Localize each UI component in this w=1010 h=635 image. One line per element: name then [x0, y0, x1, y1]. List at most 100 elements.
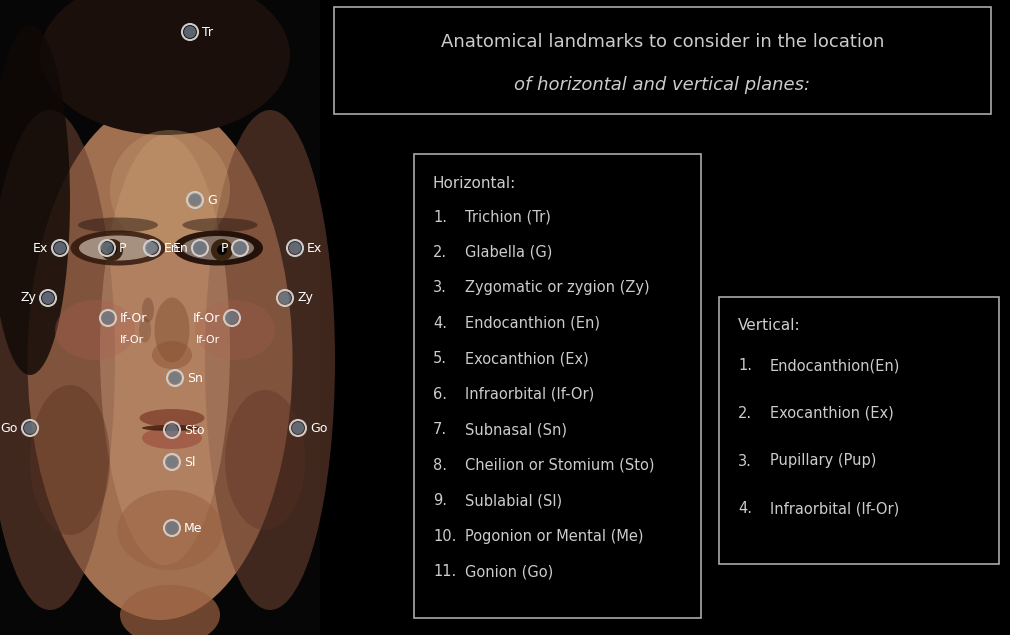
Text: Cheilion or Stomium (Sto): Cheilion or Stomium (Sto) — [465, 458, 654, 472]
Text: 4.: 4. — [433, 316, 447, 331]
Circle shape — [166, 424, 178, 436]
Ellipse shape — [71, 231, 166, 265]
Circle shape — [166, 456, 178, 468]
Ellipse shape — [155, 298, 190, 363]
Ellipse shape — [0, 110, 115, 610]
Text: G: G — [207, 194, 217, 206]
Circle shape — [54, 242, 66, 254]
Ellipse shape — [40, 0, 290, 135]
Circle shape — [217, 245, 227, 255]
Ellipse shape — [225, 390, 305, 530]
Text: 1.: 1. — [433, 210, 447, 225]
Text: Ex: Ex — [307, 241, 322, 255]
Ellipse shape — [55, 300, 135, 360]
Ellipse shape — [195, 300, 275, 360]
Ellipse shape — [100, 135, 230, 565]
Ellipse shape — [135, 65, 156, 77]
Ellipse shape — [203, 69, 223, 81]
Ellipse shape — [184, 66, 204, 78]
Text: 7.: 7. — [433, 422, 447, 438]
Ellipse shape — [165, 64, 185, 76]
Text: Sl: Sl — [184, 455, 196, 469]
Circle shape — [194, 242, 206, 254]
Ellipse shape — [175, 65, 195, 77]
Ellipse shape — [142, 425, 202, 431]
Text: 8.: 8. — [433, 458, 447, 472]
Ellipse shape — [27, 100, 293, 620]
Text: En: En — [173, 241, 188, 255]
Text: Subnasal (Sn): Subnasal (Sn) — [465, 422, 567, 438]
Ellipse shape — [220, 74, 240, 86]
Circle shape — [24, 422, 36, 434]
Circle shape — [146, 242, 158, 254]
Text: Pupillary (Pup): Pupillary (Pup) — [770, 453, 877, 469]
Text: 10.: 10. — [433, 528, 457, 544]
Text: 4.: 4. — [738, 501, 752, 516]
Ellipse shape — [78, 218, 158, 232]
Text: 9.: 9. — [433, 493, 447, 508]
Circle shape — [289, 242, 301, 254]
Text: If-Or: If-Or — [120, 312, 147, 324]
Ellipse shape — [142, 298, 154, 323]
Ellipse shape — [120, 585, 220, 635]
Circle shape — [107, 245, 117, 255]
Text: Exocanthion (Ex): Exocanthion (Ex) — [770, 406, 894, 421]
Text: Glabella (G): Glabella (G) — [465, 245, 552, 260]
Text: Sto: Sto — [184, 424, 204, 436]
Ellipse shape — [116, 67, 136, 79]
Text: Trichion (Tr): Trichion (Tr) — [465, 210, 550, 225]
Circle shape — [42, 292, 54, 304]
Text: Go: Go — [1, 422, 18, 434]
Text: 3.: 3. — [433, 281, 446, 295]
Ellipse shape — [90, 74, 110, 86]
Ellipse shape — [110, 130, 230, 250]
Ellipse shape — [173, 231, 263, 265]
Ellipse shape — [142, 427, 202, 449]
Text: Pogonion or Mental (Me): Pogonion or Mental (Me) — [465, 528, 643, 544]
Circle shape — [101, 242, 113, 254]
Text: Go: Go — [310, 422, 327, 434]
Text: 5.: 5. — [433, 351, 447, 366]
Circle shape — [102, 312, 114, 324]
Ellipse shape — [205, 110, 335, 610]
Ellipse shape — [155, 64, 175, 76]
Text: Vertical:: Vertical: — [738, 319, 801, 333]
Text: P: P — [220, 241, 228, 255]
Ellipse shape — [139, 318, 152, 342]
Text: Infraorbital (If-Or): Infraorbital (If-Or) — [770, 501, 899, 516]
Text: 3.: 3. — [738, 453, 751, 469]
Text: Infraorbital (If-Or): Infraorbital (If-Or) — [465, 387, 594, 402]
Text: Sublabial (Sl): Sublabial (Sl) — [465, 493, 563, 508]
Text: P: P — [119, 241, 126, 255]
Circle shape — [211, 239, 233, 261]
Circle shape — [169, 372, 181, 384]
Text: Anatomical landmarks to consider in the location: Anatomical landmarks to consider in the … — [440, 33, 884, 51]
Text: If-Or: If-Or — [193, 312, 220, 324]
Text: Zy: Zy — [297, 291, 313, 305]
Ellipse shape — [0, 25, 70, 375]
Circle shape — [101, 239, 123, 261]
Text: 2.: 2. — [433, 245, 447, 260]
Ellipse shape — [30, 385, 110, 535]
Text: Endocanthion(En): Endocanthion(En) — [770, 359, 900, 373]
Circle shape — [234, 242, 246, 254]
Circle shape — [184, 26, 196, 38]
Circle shape — [189, 194, 201, 206]
Ellipse shape — [98, 72, 118, 84]
Ellipse shape — [145, 64, 166, 76]
Text: 6.: 6. — [433, 387, 447, 402]
Text: If-Or: If-Or — [196, 335, 220, 345]
Text: Gonion (Go): Gonion (Go) — [465, 564, 553, 579]
Ellipse shape — [107, 69, 127, 81]
Ellipse shape — [126, 66, 145, 78]
Text: Zygomatic or zygion (Zy): Zygomatic or zygion (Zy) — [465, 281, 649, 295]
Circle shape — [226, 312, 238, 324]
Circle shape — [279, 292, 291, 304]
FancyBboxPatch shape — [334, 7, 991, 114]
Text: Zy: Zy — [20, 291, 36, 305]
Text: Ex: Ex — [32, 241, 48, 255]
Circle shape — [292, 422, 304, 434]
Text: Endocanthion (En): Endocanthion (En) — [465, 316, 600, 331]
Text: of horizontal and vertical planes:: of horizontal and vertical planes: — [514, 76, 811, 94]
Circle shape — [166, 522, 178, 534]
